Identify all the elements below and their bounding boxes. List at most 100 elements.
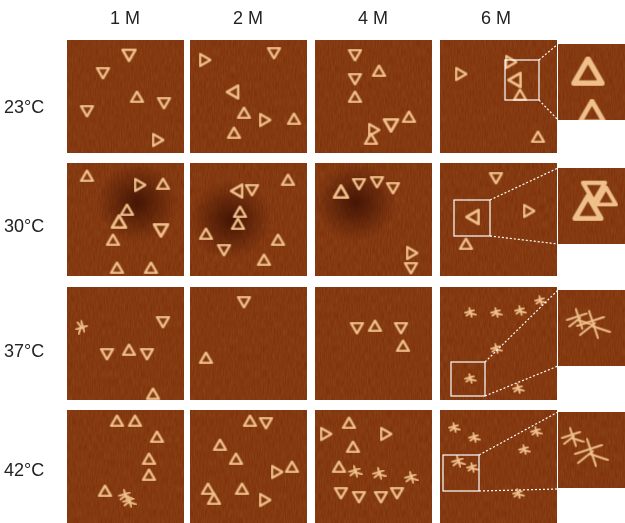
afm-panel-r4-c3: [315, 410, 432, 523]
afm-panel-r3-c2: [190, 287, 307, 400]
triangle-origami-icon: [226, 126, 242, 140]
triangle-origami-icon: [141, 452, 157, 466]
triangle-origami-icon: [258, 416, 274, 430]
afm-panel-r1-c4: [440, 40, 557, 153]
column-header-2m: 2 M: [233, 8, 264, 28]
afm-panel-r4-c2: [190, 410, 307, 523]
triangle-origami-icon: [347, 48, 363, 62]
afm-panel-r4-c1: [67, 410, 184, 523]
triangle-origami-icon: [405, 245, 419, 261]
triangle-origami-icon: [151, 132, 165, 148]
triangle-origami-icon: [156, 96, 172, 110]
triangle-origami-icon: [393, 321, 409, 335]
afm-panel-r2-c3: [315, 163, 432, 276]
triangle-origami-icon: [382, 117, 400, 133]
triangle-origami-icon: [266, 46, 282, 60]
triangle-origami-icon: [351, 177, 367, 191]
triangle-origami-icon: [454, 66, 468, 82]
triangle-origami-icon: [367, 319, 383, 333]
triangle-origami-icon: [198, 351, 214, 365]
triangle-origami-icon: [206, 492, 222, 506]
triangle-origami-icon: [97, 484, 113, 498]
fragmented-origami-icon: [566, 308, 593, 330]
triangle-origami-icon: [225, 84, 240, 100]
afm-panel-r1-c2: [190, 40, 307, 153]
triangle-origami-icon: [270, 233, 286, 247]
triangle-origami-icon: [363, 132, 379, 146]
triangle-origami-icon: [109, 414, 125, 428]
zoom-inset-r1: [558, 44, 625, 120]
triangle-origami-icon: [109, 261, 125, 275]
triangle-origami-icon: [139, 347, 155, 361]
triangle-origami-icon: [79, 169, 95, 183]
afm-panel-r4-c4: [440, 410, 557, 523]
fragmented-origami-icon: [75, 320, 88, 336]
fragmented-origami-icon: [348, 465, 364, 478]
triangle-origami-icon: [331, 460, 347, 474]
triangle-origami-icon: [228, 452, 244, 466]
triangle-origami-icon: [198, 227, 214, 241]
zoom-inset-r3: [558, 290, 625, 366]
triangle-origami-icon: [367, 122, 381, 138]
fragmented-origami-icon: [561, 427, 585, 447]
triangle-origami-icon: [385, 181, 401, 195]
fragmented-origami-icon: [122, 495, 138, 508]
row-header-37c: 37°C: [4, 341, 45, 361]
afm-panel-r3-c1: [67, 287, 184, 400]
triangle-origami-icon: [110, 214, 128, 230]
afm-panel-r3-c4: [440, 287, 557, 400]
fragmented-origami-icon: [404, 471, 420, 484]
triangle-origami-icon: [351, 490, 367, 504]
triangle-origami-icon: [258, 492, 272, 508]
row-header-30c: 30°C: [4, 216, 45, 236]
afm-panel-r2-c2: [190, 163, 307, 276]
column-header-1m: 1 M: [110, 8, 141, 28]
triangle-origami-icon: [345, 440, 361, 454]
triangle-origami-icon: [133, 177, 147, 193]
triangle-origami-icon: [105, 233, 121, 247]
triangle-origami-icon: [371, 64, 387, 78]
triangle-origami-icon: [155, 315, 171, 329]
triangle-origami-icon: [522, 203, 536, 219]
triangle-origami-icon: [401, 110, 417, 124]
triangle-origami-icon: [578, 98, 606, 120]
triangle-origami-icon: [379, 426, 393, 442]
triangle-origami-icon: [319, 426, 333, 442]
triangle-origami-icon: [145, 387, 161, 400]
triangle-origami-icon: [403, 261, 419, 275]
triangle-origami-icon: [572, 193, 604, 222]
row-header-42c: 42°C: [4, 460, 45, 480]
afm-panel-r3-c3: [315, 287, 432, 400]
triangle-origami-icon: [594, 185, 618, 207]
column-header-6m: 6 M: [481, 8, 512, 28]
triangle-origami-icon: [129, 90, 145, 104]
triangle-origami-icon: [333, 486, 349, 500]
triangle-origami-icon: [389, 486, 405, 500]
triangle-origami-icon: [212, 438, 228, 452]
triangle-origami-icon: [121, 48, 137, 63]
triangle-origami-icon: [284, 460, 300, 474]
triangle-origami-icon: [200, 482, 216, 496]
triangle-origami-icon: [198, 52, 212, 68]
triangle-origami-icon: [121, 343, 137, 357]
triangle-origami-icon: [230, 217, 246, 231]
triangle-origami-icon: [232, 205, 248, 219]
zoom-inset-r4: [558, 412, 625, 488]
triangle-origami-icon: [280, 173, 296, 187]
triangle-origami-icon: [458, 237, 474, 251]
triangle-origami-icon: [530, 130, 546, 144]
fragmented-origami-icon: [574, 438, 609, 467]
triangle-origami-icon: [244, 183, 260, 197]
triangle-origami-icon: [242, 414, 258, 428]
triangle-origami-icon: [580, 180, 608, 205]
triangle-origami-icon: [256, 253, 272, 267]
triangle-origami-icon: [141, 468, 157, 482]
fragmented-origami-icon: [464, 307, 477, 318]
triangle-origami-icon: [152, 222, 170, 238]
zoom-inset-r2: [558, 168, 625, 244]
triangle-origami-icon: [349, 321, 365, 335]
triangle-origami-icon: [286, 112, 302, 126]
triangle-origami-icon: [79, 104, 95, 118]
triangle-origami-icon: [127, 414, 143, 428]
triangle-origami-icon: [270, 464, 284, 480]
